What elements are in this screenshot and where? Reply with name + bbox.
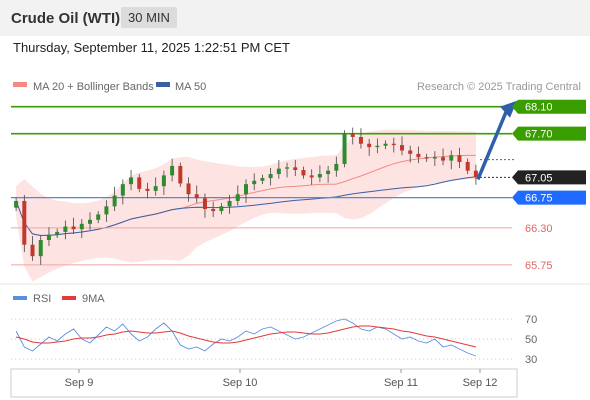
candle-body: [71, 226, 76, 230]
candle-body: [301, 170, 306, 176]
candle-body: [432, 157, 437, 159]
instrument-title: Crude Oil (WTI): [11, 10, 121, 27]
level-label-2: 67.05: [525, 172, 553, 184]
candle-body: [202, 198, 207, 210]
candle-body: [104, 206, 109, 215]
candle-body: [227, 200, 232, 207]
candle-body: [293, 167, 298, 170]
candle-body: [112, 195, 117, 207]
candle-body: [170, 165, 175, 176]
candle-body: [391, 143, 396, 146]
candle-body: [14, 200, 19, 208]
candle-body: [46, 234, 51, 240]
candle-body: [120, 184, 125, 196]
x-axis-frame: [10, 368, 518, 398]
level-label-3: 66.75: [525, 193, 553, 205]
candle-body: [63, 226, 68, 232]
candle-body: [211, 209, 216, 212]
level-flag-0: [512, 99, 586, 114]
candle-body: [326, 170, 331, 175]
ma20-legend-label: MA 20 + Bollinger Bands: [33, 81, 154, 93]
rsi-ma9-line: [15, 325, 477, 348]
candle-body: [88, 219, 92, 224]
candle-body: [79, 223, 84, 230]
candle-body: [449, 155, 454, 161]
rsi-tick-30: 30: [525, 354, 537, 366]
candle-body: [334, 163, 339, 171]
x-axis-label: Sep 10: [223, 377, 258, 389]
rsi-tick-50: 50: [525, 334, 537, 346]
candle-body: [22, 200, 27, 245]
ma20-legend-swatch: [13, 82, 27, 87]
rsi-tick-70: 70: [525, 314, 537, 326]
header-bar: Crude Oil (WTI) 30 MIN: [0, 0, 590, 36]
candle-body: [285, 167, 290, 169]
x-axis-label: Sep 11: [384, 377, 418, 389]
candle-body: [457, 155, 462, 162]
candle-body: [38, 240, 43, 257]
ma50-legend-swatch: [156, 82, 170, 87]
candle-body: [244, 184, 248, 195]
candle-body: [96, 214, 101, 220]
x-axis-label: Sep 12: [463, 377, 498, 389]
candle-body: [194, 194, 199, 199]
chart-datetime: Thursday, September 11, 2025 1:22:51 PM …: [13, 40, 290, 55]
ma50-line: [15, 176, 476, 237]
candle-body: [441, 157, 446, 161]
candle-body: [153, 186, 158, 191]
candle-body: [408, 150, 413, 154]
level-flag-1: [512, 126, 586, 141]
candle-body: [260, 178, 265, 181]
candle-body: [186, 183, 191, 195]
candle-body: [276, 168, 281, 175]
candle-body: [161, 175, 166, 187]
candle-body: [55, 231, 60, 235]
ma50-legend-label: MA 50: [175, 81, 206, 93]
level-label-0: 68.10: [525, 102, 553, 114]
candle-body: [465, 161, 470, 171]
candle-body: [252, 180, 257, 185]
x-axis-label: Sep 9: [65, 377, 94, 389]
candle-body: [350, 133, 355, 138]
candle-body: [424, 157, 429, 159]
projection-arrow-shaft: [476, 109, 509, 181]
level-flag-3: [512, 190, 586, 205]
level-flag-2: [512, 170, 586, 185]
ma9-legend-swatch: [62, 296, 76, 300]
candle-body: [416, 153, 421, 158]
candle-body: [367, 143, 372, 148]
candle-body: [342, 133, 347, 164]
candle-body: [235, 194, 240, 201]
candle-body: [30, 244, 35, 257]
candle-body: [375, 145, 380, 148]
rsi-line: [15, 318, 477, 357]
credit-text: Research © 2025 Trading Central: [417, 81, 581, 93]
candle-body: [400, 145, 404, 151]
candle-body: [358, 137, 363, 144]
candle-body: [317, 174, 322, 178]
timeframe-badge[interactable]: 30 MIN: [121, 7, 177, 28]
level-label-4: 66.30: [525, 223, 553, 235]
candle-body: [268, 174, 273, 179]
candle-body: [219, 206, 224, 212]
candle-body: [309, 175, 314, 178]
ma9-legend-label: 9MA: [82, 293, 105, 305]
level-label-1: 67.70: [525, 129, 553, 141]
level-label-5: 65.75: [525, 260, 553, 272]
candle-body: [129, 177, 134, 185]
candle-body: [383, 143, 388, 146]
rsi-legend-label: RSI: [33, 293, 51, 305]
candle-body: [145, 188, 150, 191]
candle-body: [473, 170, 478, 178]
candle-body: [137, 177, 142, 189]
candle-body: [178, 165, 183, 184]
rsi-legend-swatch: [13, 296, 27, 300]
projection-arrow-head: [500, 100, 517, 118]
